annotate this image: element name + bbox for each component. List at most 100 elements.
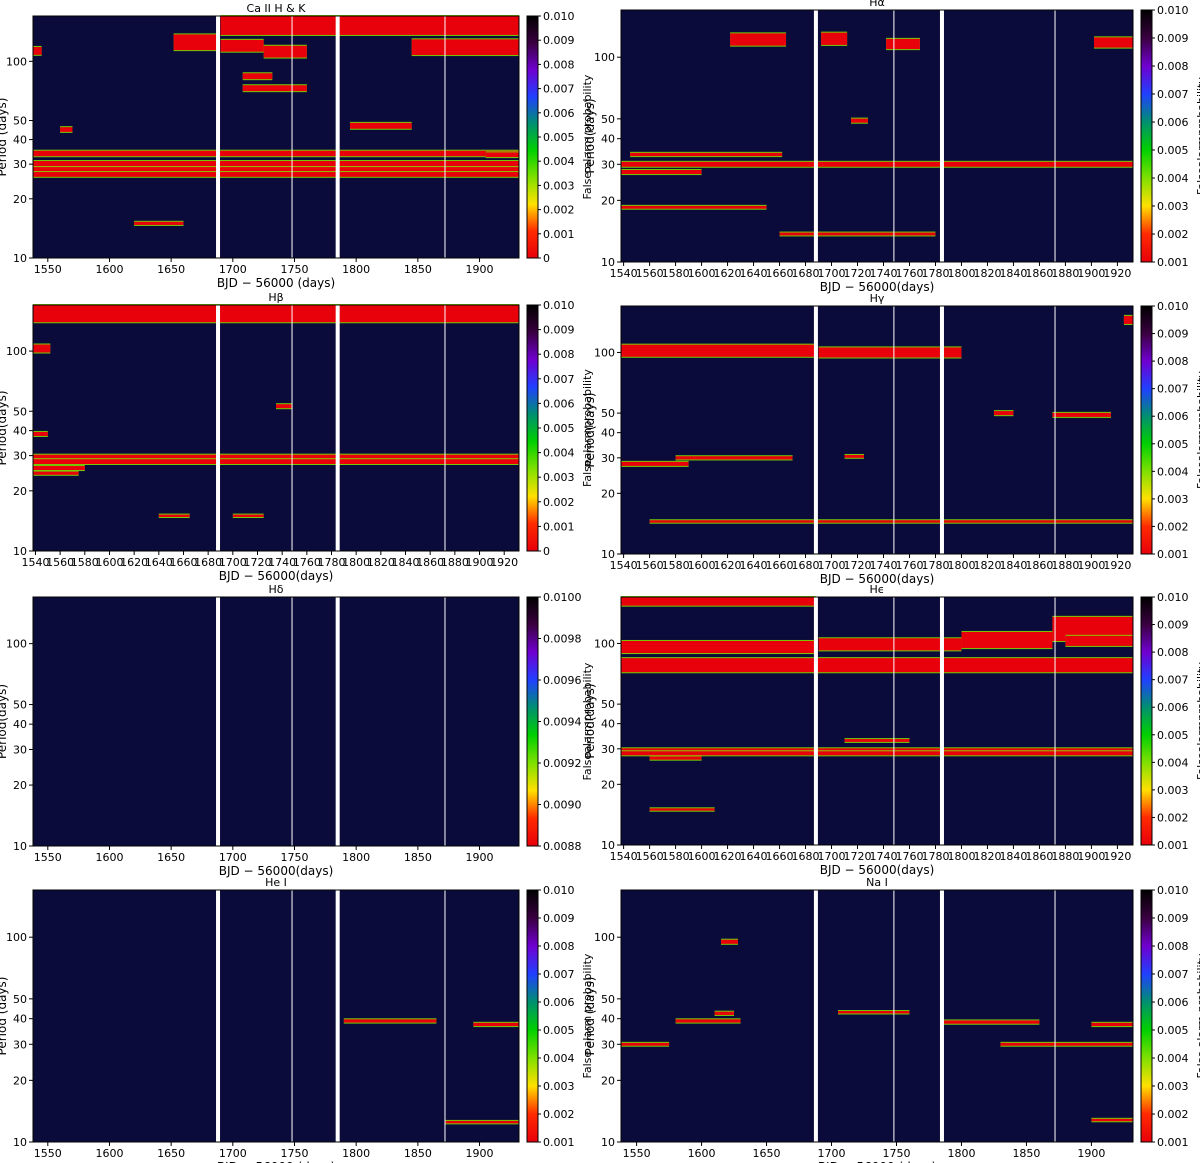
- y-tick-label: 50: [13, 699, 27, 712]
- x-tick-label: 1820: [367, 556, 395, 569]
- colorbar: [526, 596, 539, 847]
- x-tick-label: 1650: [157, 1147, 185, 1160]
- y-tick-label: 50: [13, 405, 27, 418]
- plot-frame: [32, 15, 520, 259]
- colorbar-tick-label: 0.010: [1157, 884, 1189, 897]
- x-tick-label: 1680: [792, 850, 820, 863]
- x-axis-label: BJD − 56000(days): [820, 863, 935, 877]
- panel-4: Hδ 1550 1600 1650 1700 1750 1800 1850 1900 10 20 30…: [0, 583, 594, 878]
- x-tick-label: 1640: [740, 850, 768, 863]
- significance-band: [33, 453, 519, 461]
- x-tick-label: 1540: [610, 850, 638, 863]
- x-tick-label: 1660: [766, 267, 794, 280]
- x-tick-label: 1860: [1025, 850, 1053, 863]
- colorbar: [526, 889, 539, 1143]
- y-tick-label: 100: [6, 931, 27, 944]
- significance-band: [33, 465, 85, 472]
- colorbar-label: False alarm probability: [581, 953, 594, 1078]
- y-tick-label: 40: [13, 425, 27, 438]
- colorbar-tick-label: 0.003: [1157, 200, 1189, 213]
- y-tick-label: 50: [601, 113, 615, 126]
- y-tick-label: 30: [601, 158, 615, 171]
- colorbar-label: False alarm probability: [581, 74, 594, 199]
- significance-band: [621, 596, 816, 607]
- colorbar-tick-label: 0.009: [543, 912, 575, 925]
- x-tick-label: 1860: [416, 556, 444, 569]
- colorbar-tick-label: 0.005: [1157, 729, 1189, 742]
- x-tick-label: 1740: [268, 556, 296, 569]
- significance-band: [621, 204, 767, 210]
- x-axis-label: BJD − 56000 (days): [217, 276, 335, 290]
- panel-title: He I: [265, 876, 287, 889]
- x-tick-label: 1740: [869, 267, 897, 280]
- y-tick-label: 50: [13, 993, 27, 1006]
- colorbar-tick-label: 0.004: [543, 155, 575, 168]
- x-tick-label: 1640: [740, 559, 768, 572]
- colorbar-tick-label: 0.001: [543, 520, 575, 533]
- colorbar-tick-label: 0.006: [1157, 116, 1189, 129]
- x-tick-label: 1600: [688, 1147, 716, 1160]
- significance-band: [242, 84, 307, 93]
- x-tick-label: 1680: [792, 267, 820, 280]
- significance-band: [621, 460, 689, 467]
- x-tick-label: 1840: [999, 850, 1027, 863]
- x-tick-label: 1750: [281, 263, 309, 276]
- y-tick-label: 30: [601, 452, 615, 465]
- x-tick-label: 1620: [120, 556, 148, 569]
- y-tick-label: 20: [601, 778, 615, 791]
- panel-2: Hβ15401560158016001620164016601680170017…: [0, 291, 594, 583]
- significance-band: [33, 45, 42, 56]
- x-tick-label: 1700: [818, 1147, 846, 1160]
- y-tick-label: 20: [601, 194, 615, 207]
- panel-6: He I 1550 1600 1650 1700 1750 1800 1850 1900 10 20…: [0, 876, 594, 1163]
- x-tick-label: 1700: [219, 263, 247, 276]
- significance-band: [473, 1021, 519, 1028]
- x-tick-label: 1900: [466, 1147, 494, 1160]
- x-tick-label: 1900: [1077, 267, 1105, 280]
- significance-band: [818, 637, 962, 652]
- panel-title: Hδ: [268, 583, 283, 596]
- x-tick-label: 1840: [999, 267, 1027, 280]
- significance-band: [1091, 1117, 1133, 1123]
- significance-band: [844, 453, 865, 459]
- significance-band: [621, 747, 1133, 754]
- colorbar-label: Falsealarmprobability: [1195, 77, 1200, 195]
- colorbar-tick-label: 0.006: [543, 397, 575, 410]
- colorbar-tick-label: 0.005: [1157, 144, 1189, 157]
- colorbar-tick-label: 0.001: [1157, 256, 1189, 269]
- x-tick-label: 1700: [219, 1147, 247, 1160]
- y-axis-label: Period (days): [583, 977, 597, 1056]
- colorbar-tick-label: 0.001: [543, 228, 575, 241]
- plot-frame: [32, 889, 520, 1143]
- plot-background: [621, 306, 1133, 554]
- significance-band: [621, 639, 816, 655]
- x-tick-label: 1780: [318, 556, 346, 569]
- x-tick-label: 1850: [404, 263, 432, 276]
- significance-band: [779, 231, 936, 237]
- significance-band: [1123, 314, 1133, 325]
- y-tick-label: 20: [13, 779, 27, 792]
- x-tick-label: 1880: [1051, 267, 1079, 280]
- colorbar-tick-label: 0.001: [1157, 1136, 1189, 1149]
- x-tick-label: 1560: [636, 267, 664, 280]
- significance-band: [818, 346, 962, 359]
- x-tick-label: 1750: [281, 851, 309, 864]
- colorbar-tick-label: 0.003: [543, 179, 575, 192]
- colorbar-tick-label: 0.004: [1157, 756, 1189, 769]
- plot-background: [33, 890, 519, 1142]
- colorbar-tick-label: 0.002: [543, 496, 575, 509]
- x-tick-label: 1650: [157, 263, 185, 276]
- x-tick-label: 1920: [1103, 267, 1131, 280]
- colorbar-tick-label: 0.006: [1157, 410, 1189, 423]
- colorbar-tick-label: 0.001: [1157, 839, 1189, 852]
- significance-band: [60, 126, 73, 133]
- significance-band: [220, 15, 520, 36]
- x-tick-label: 1840: [999, 559, 1027, 572]
- y-tick-label: 100: [594, 346, 615, 359]
- x-tick-label: 1750: [281, 1147, 309, 1160]
- x-tick-label: 1800: [342, 851, 370, 864]
- colorbar-tick-label: 0.005: [543, 1024, 575, 1037]
- y-tick-label: 10: [601, 548, 615, 561]
- x-tick-label: 1660: [169, 556, 197, 569]
- significance-band: [714, 1010, 735, 1016]
